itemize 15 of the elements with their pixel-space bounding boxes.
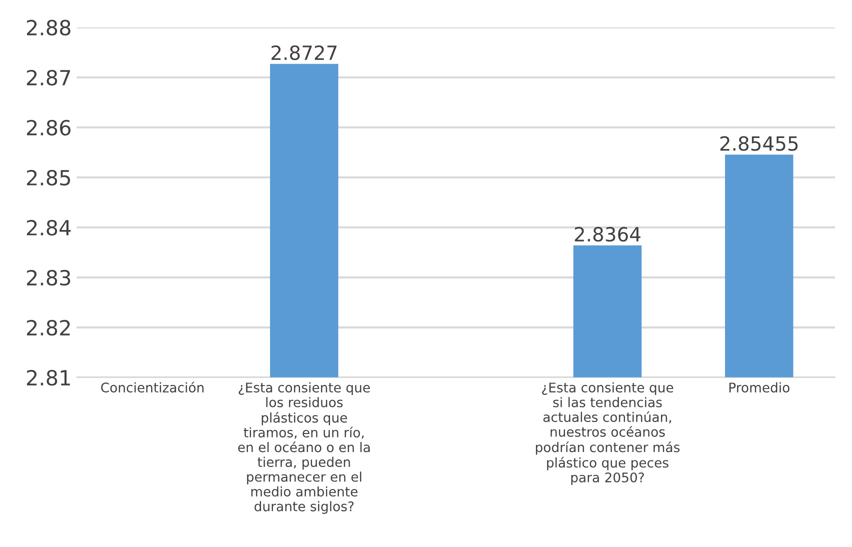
data-label: 2.8727 [272,45,337,60]
y-tick-label: 2.84 [26,220,71,236]
y-tick-label: 2.86 [26,120,71,136]
x-tick-label: Promedio [729,382,790,393]
y-tick-label: 2.88 [26,20,70,36]
data-label: 2.8364 [574,226,640,242]
data-label: 2.85455 [720,136,798,151]
y-tick-label: 2.87 [26,70,70,86]
y-tick-label: 2.85 [26,170,70,186]
category-label: ¿Esta consiente que los residuos plásticos que tiramos, en un río, en el océano o en la tierra, pueden permanecer en el medio ambiente durante siglos? [238,382,370,514]
x-tick-label: Concientización [101,382,204,393]
y-tick-label: 2.81 [26,370,70,386]
y-tick-label: 2.82 [26,320,70,336]
x-tick-label: ¿Esta consiente que si las tendencias actuales continúan, nuestros océanos podrían contener más plástico que peces para 2050? [536,382,680,485]
y-tick-label: 2.83 [26,270,70,286]
